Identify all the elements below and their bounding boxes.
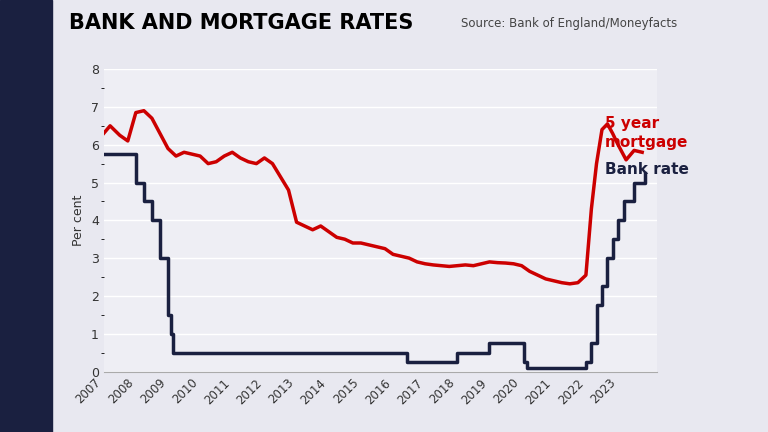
- Text: BANK AND MORTGAGE RATES: BANK AND MORTGAGE RATES: [69, 13, 413, 33]
- Text: Bank rate: Bank rate: [605, 162, 689, 177]
- Text: 5 year: 5 year: [605, 117, 659, 131]
- Y-axis label: Per cent: Per cent: [72, 195, 85, 246]
- Text: Source: Bank of England/Moneyfacts: Source: Bank of England/Moneyfacts: [461, 17, 677, 30]
- Text: mortgage: mortgage: [605, 135, 689, 150]
